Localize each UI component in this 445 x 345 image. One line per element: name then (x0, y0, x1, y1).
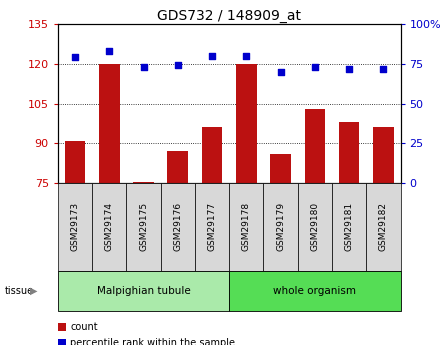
Text: GSM29174: GSM29174 (105, 202, 114, 252)
Bar (99, 64, 120, 183)
Point (380, 66, 387, 71)
Text: GSM29175: GSM29175 (139, 202, 148, 252)
Text: ▶: ▶ (30, 286, 37, 296)
Point (106, 48, 113, 54)
Text: whole organism: whole organism (273, 286, 356, 296)
Point (346, 66, 353, 71)
Bar (339, 122, 360, 183)
Point (277, 69, 284, 75)
Text: GSM29176: GSM29176 (173, 202, 182, 252)
Text: tissue: tissue (4, 286, 33, 296)
Point (140, 64, 147, 70)
Bar (304, 109, 325, 183)
Bar (236, 64, 257, 183)
Text: GSM29181: GSM29181 (344, 202, 354, 252)
Text: Malpighian tubule: Malpighian tubule (97, 286, 190, 296)
Text: GSM29180: GSM29180 (310, 202, 320, 252)
Bar (202, 127, 222, 183)
Text: GSM29182: GSM29182 (379, 202, 388, 252)
Point (174, 63, 182, 68)
Text: GSM29173: GSM29173 (70, 202, 80, 252)
Text: GSM29178: GSM29178 (242, 202, 251, 252)
Point (71, 55, 79, 60)
Point (209, 53, 216, 59)
Bar (270, 154, 291, 183)
Text: count: count (70, 322, 98, 332)
Text: GSM29177: GSM29177 (207, 202, 217, 252)
Point (312, 64, 319, 70)
Bar (373, 127, 394, 183)
Point (243, 53, 250, 59)
Title: GDS732 / 148909_at: GDS732 / 148909_at (157, 9, 301, 23)
Text: percentile rank within the sample: percentile rank within the sample (70, 338, 235, 345)
Bar (65, 140, 85, 183)
Bar (133, 181, 154, 183)
Bar (167, 151, 188, 183)
Text: GSM29179: GSM29179 (276, 202, 285, 252)
